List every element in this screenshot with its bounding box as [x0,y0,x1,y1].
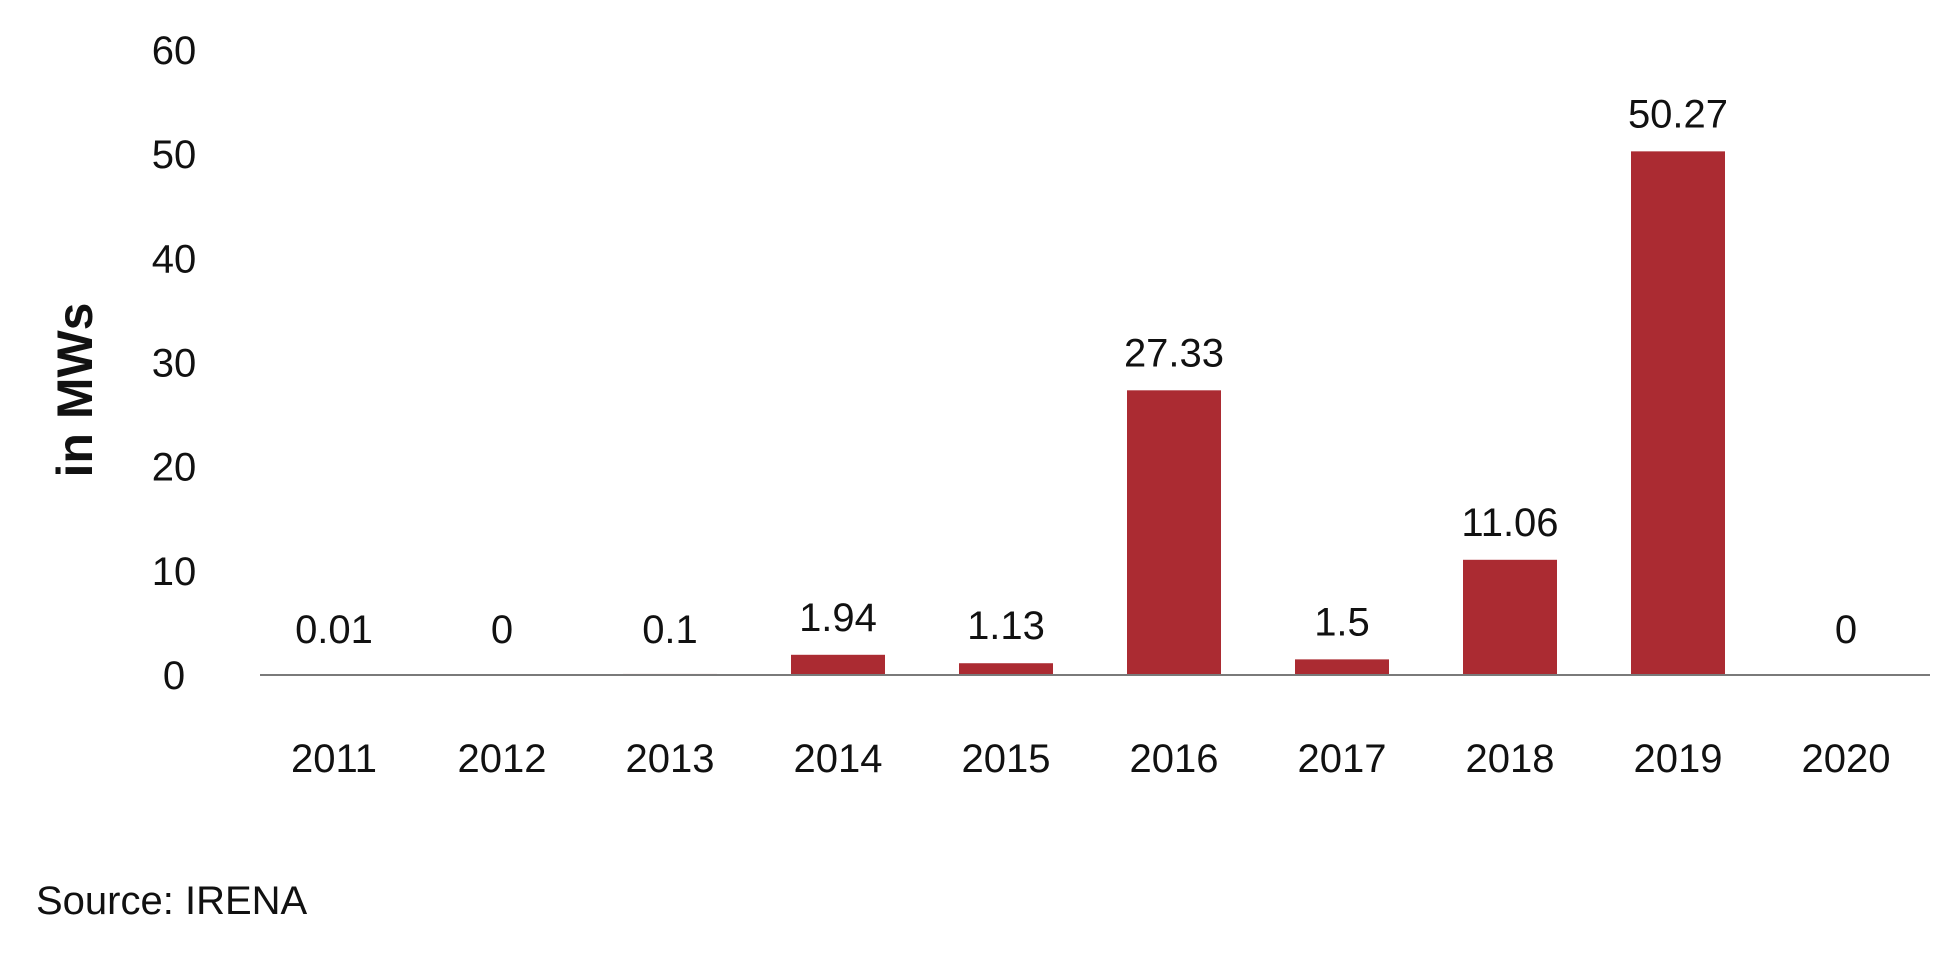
y-axis-ticks: 0 10 20 30 40 50 60 [152,29,197,698]
bar [791,654,885,675]
data-label: 1.13 [967,604,1045,648]
data-label: 0.01 [295,608,373,652]
data-label: 0.1 [642,608,698,652]
data-label: 27.33 [1124,331,1224,375]
x-tick-label: 2020 [1802,737,1891,781]
y-axis-title: in MWs [47,303,103,478]
bar [1295,659,1389,675]
source-note: Source: IRENA [36,879,308,923]
x-tick-label: 2014 [794,737,883,781]
y-tick-label: 10 [152,550,197,594]
data-label: 0 [491,608,513,652]
y-tick-label: 60 [152,29,197,73]
bar [959,663,1053,675]
x-tick-label: 2019 [1634,737,1723,781]
data-label: 0 [1835,608,1857,652]
bar [1631,151,1725,675]
x-tick-label: 2012 [458,737,547,781]
y-tick-label: 50 [152,133,197,177]
data-label: 1.5 [1314,600,1370,644]
x-tick-label: 2018 [1466,737,1555,781]
data-label: 1.94 [799,596,877,640]
y-tick-label: 0 [163,654,185,698]
y-tick-label: 40 [152,237,197,281]
x-tick-label: 2017 [1298,737,1387,781]
x-tick-label: 2015 [962,737,1051,781]
data-label: 50.27 [1628,92,1728,136]
bar [1127,390,1221,675]
x-tick-label: 2011 [291,737,377,781]
x-axis-ticks: 2011 2012 2013 2014 2015 2016 2017 2018 2019 2020 [291,737,1891,781]
data-label: 11.06 [1461,501,1558,545]
x-tick-label: 2016 [1130,737,1219,781]
bar [1463,559,1557,675]
y-tick-label: 30 [152,342,197,386]
y-tick-label: 20 [152,446,197,490]
data-labels: 0.01 0 0.1 1.94 1.13 27.33 1.5 11.06 50.27 0 [295,92,1857,652]
x-tick-label: 2013 [626,737,715,781]
bars [287,151,1725,675]
